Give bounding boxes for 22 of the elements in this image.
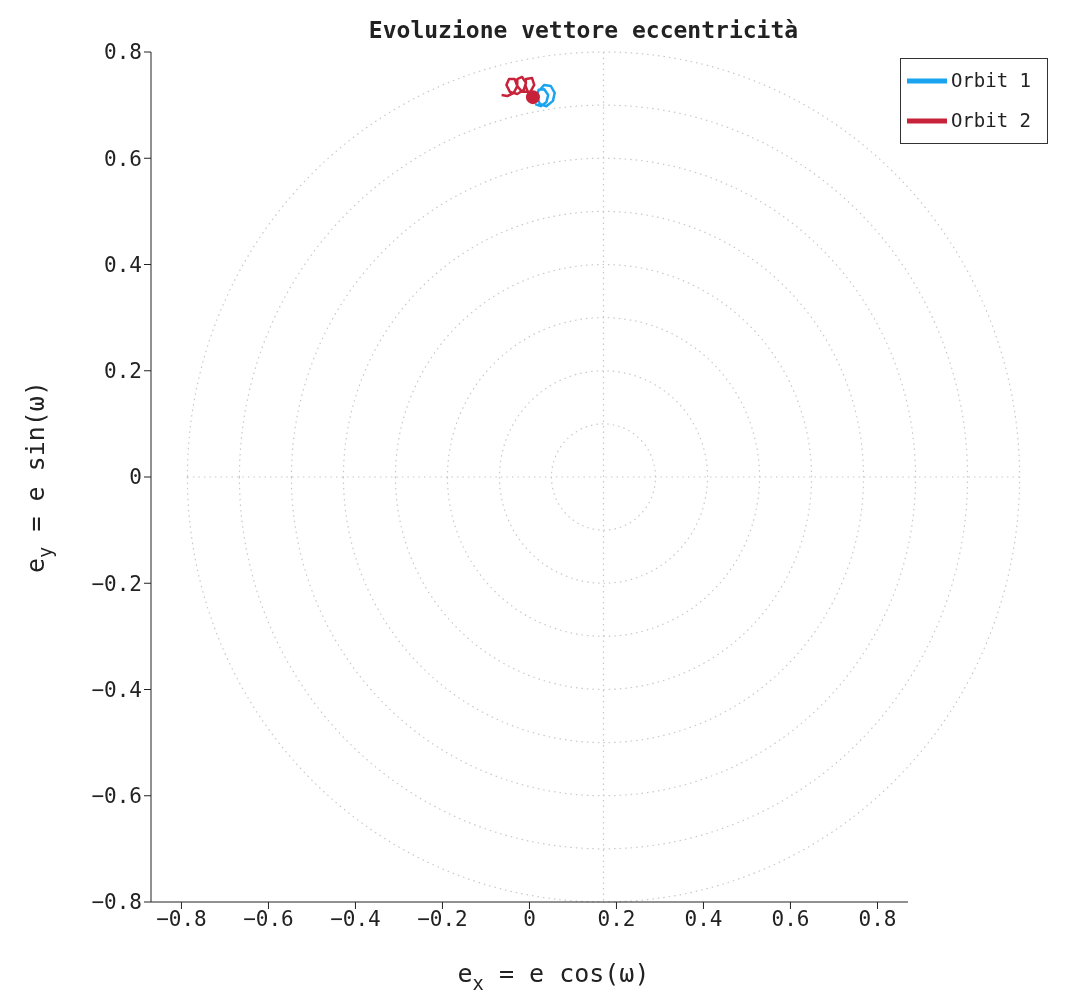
chart-title: Evoluzione vettore eccentricità [368, 17, 799, 43]
x-axis-title: e$_{x}$ = e cos(ω) [457, 959, 650, 994]
y-tick-label: −0.8 [91, 890, 142, 915]
x-tick-label: −0.8 [156, 906, 207, 931]
y-tick-label: 0.4 [104, 252, 142, 277]
x-tick-label: 0.4 [684, 906, 723, 931]
y-tick-label: 0.8 [104, 40, 142, 65]
x-tick-label: 0.8 [858, 906, 897, 931]
x-tick-label: 0 [523, 906, 536, 931]
x-tick-label: 0.2 [597, 906, 636, 931]
legend-label: Orbit 2 [950, 108, 1031, 131]
y-tick-label: 0.6 [104, 146, 142, 171]
x-tick-label: 0.6 [771, 906, 810, 931]
y-tick-label: −0.4 [91, 677, 142, 702]
y-tick-label: −0.2 [91, 571, 142, 596]
x-tick-label: −0.6 [243, 906, 294, 931]
y-tick-label: 0.2 [104, 359, 142, 384]
y-tick-label: −0.6 [91, 784, 142, 809]
legend-label: Orbit 1 [950, 68, 1031, 91]
y-tick-label: 0 [129, 465, 142, 490]
x-tick-label: −0.2 [417, 906, 468, 931]
x-tick-label: −0.4 [330, 906, 381, 931]
